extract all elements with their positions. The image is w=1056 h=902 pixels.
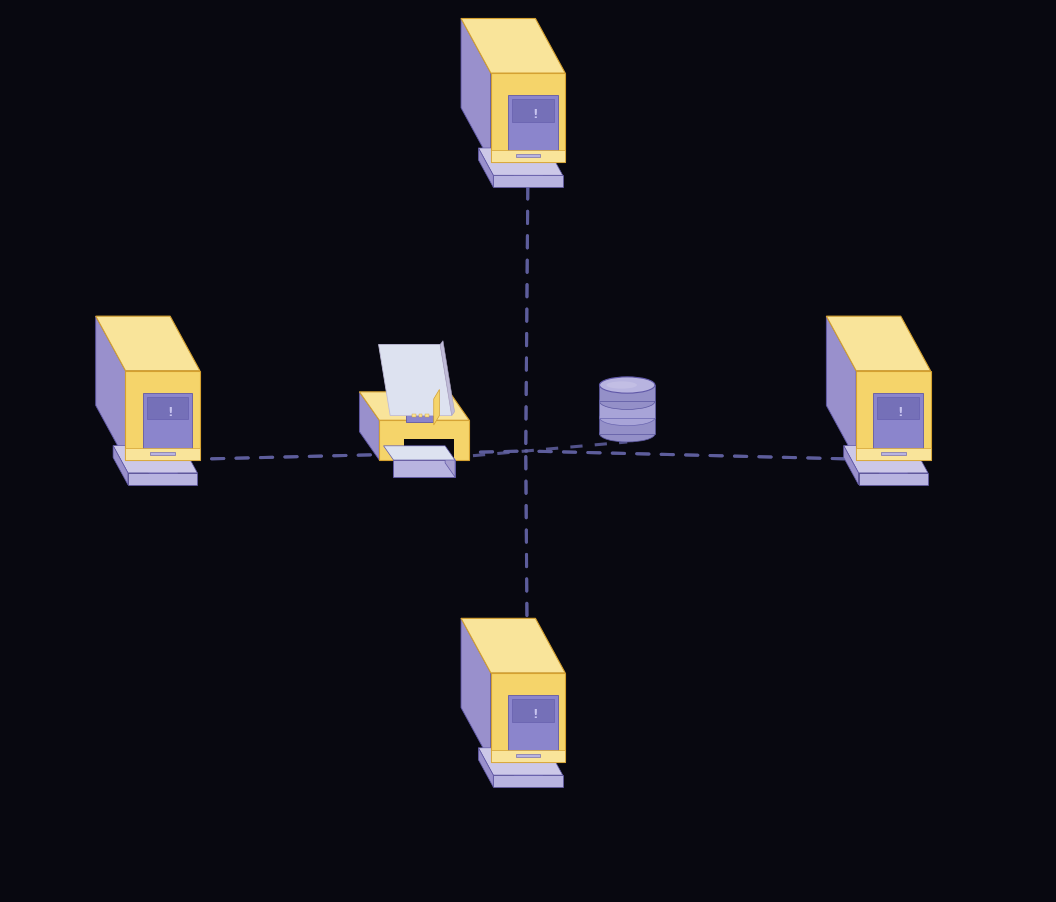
Polygon shape <box>491 151 565 162</box>
Polygon shape <box>514 162 542 175</box>
Polygon shape <box>461 19 565 73</box>
Polygon shape <box>512 99 553 122</box>
Polygon shape <box>859 473 928 485</box>
Polygon shape <box>359 391 469 420</box>
Polygon shape <box>600 385 655 401</box>
Polygon shape <box>394 460 455 477</box>
Polygon shape <box>881 452 906 455</box>
Polygon shape <box>508 695 558 754</box>
Polygon shape <box>844 446 859 485</box>
Polygon shape <box>515 154 541 157</box>
Polygon shape <box>461 619 491 762</box>
Polygon shape <box>512 699 553 722</box>
Polygon shape <box>844 446 928 473</box>
Ellipse shape <box>600 426 655 442</box>
Polygon shape <box>493 775 563 787</box>
Polygon shape <box>126 371 200 460</box>
Polygon shape <box>478 748 563 775</box>
Polygon shape <box>880 460 907 473</box>
Polygon shape <box>143 392 192 452</box>
Polygon shape <box>461 19 491 162</box>
Polygon shape <box>493 175 563 187</box>
Polygon shape <box>856 371 930 460</box>
Text: !: ! <box>532 708 538 721</box>
Polygon shape <box>440 341 454 416</box>
Polygon shape <box>827 317 856 460</box>
Polygon shape <box>113 446 128 485</box>
Polygon shape <box>503 141 514 175</box>
Polygon shape <box>379 420 469 460</box>
Polygon shape <box>150 452 175 455</box>
Polygon shape <box>856 448 930 460</box>
Polygon shape <box>491 673 565 762</box>
Ellipse shape <box>606 382 637 389</box>
Polygon shape <box>600 401 655 418</box>
Polygon shape <box>137 438 149 473</box>
Polygon shape <box>515 754 541 757</box>
Polygon shape <box>128 473 197 485</box>
Polygon shape <box>359 391 379 460</box>
Polygon shape <box>878 397 919 419</box>
Polygon shape <box>491 73 565 162</box>
Polygon shape <box>478 748 493 787</box>
Polygon shape <box>873 392 923 452</box>
Polygon shape <box>147 397 188 419</box>
Polygon shape <box>446 446 455 477</box>
Ellipse shape <box>600 410 655 426</box>
Polygon shape <box>149 460 176 473</box>
Polygon shape <box>478 148 563 175</box>
Polygon shape <box>426 414 429 418</box>
Text: !: ! <box>898 406 903 419</box>
Polygon shape <box>404 439 454 460</box>
Ellipse shape <box>600 393 655 410</box>
Polygon shape <box>434 390 439 425</box>
Polygon shape <box>407 401 433 422</box>
Polygon shape <box>868 438 880 473</box>
Polygon shape <box>96 317 200 371</box>
Polygon shape <box>461 619 565 673</box>
Polygon shape <box>827 317 930 371</box>
Polygon shape <box>491 750 565 762</box>
Polygon shape <box>508 95 558 154</box>
Polygon shape <box>418 414 422 418</box>
Polygon shape <box>412 414 416 418</box>
Polygon shape <box>383 446 455 460</box>
Polygon shape <box>113 446 197 473</box>
Text: !: ! <box>167 406 172 419</box>
Polygon shape <box>514 762 542 775</box>
Polygon shape <box>96 317 126 460</box>
Polygon shape <box>503 741 514 775</box>
Polygon shape <box>378 345 452 416</box>
Polygon shape <box>600 418 655 434</box>
Text: !: ! <box>532 108 538 121</box>
Polygon shape <box>126 448 200 460</box>
Polygon shape <box>478 148 493 187</box>
Ellipse shape <box>600 377 655 393</box>
